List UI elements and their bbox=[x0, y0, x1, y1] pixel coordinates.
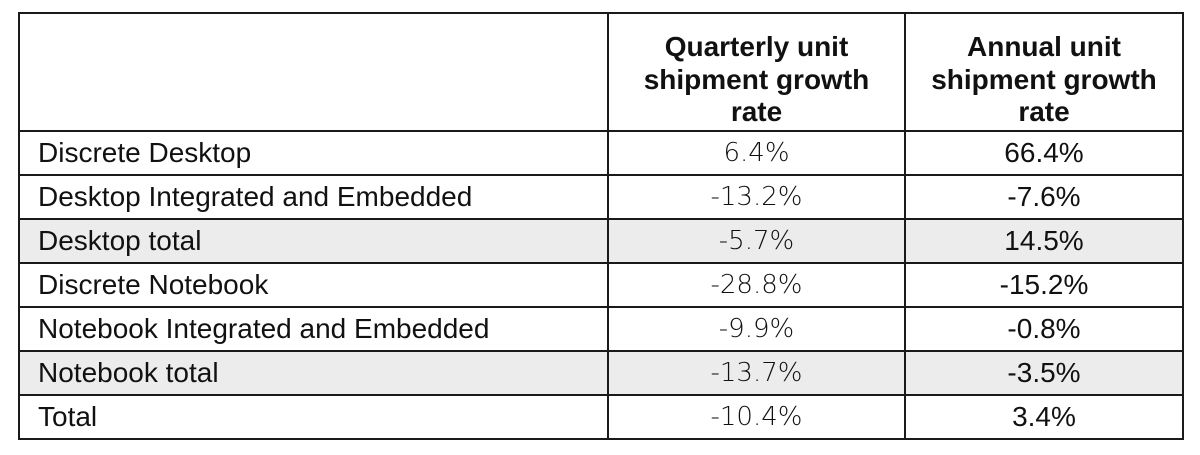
row-label: Desktop Integrated and Embedded bbox=[18, 174, 609, 220]
quarterly-value: -13.2% bbox=[607, 174, 906, 220]
annual-value: -0.8% bbox=[904, 306, 1184, 352]
row-label: Total bbox=[18, 394, 609, 440]
quarterly-value: -9.9% bbox=[607, 306, 906, 352]
annual-value: 3.4% bbox=[904, 394, 1184, 440]
quarterly-value: -13.7% bbox=[607, 350, 906, 396]
annual-value: -7.6% bbox=[904, 174, 1184, 220]
growth-rate-table: Quarterly unit shipment growth rate Annu… bbox=[18, 12, 1184, 440]
row-label: Desktop total bbox=[18, 218, 609, 264]
annual-value: -15.2% bbox=[904, 262, 1184, 308]
table-row: Discrete Notebook -28.8% -15.2% bbox=[18, 262, 1184, 308]
header-quarterly: Quarterly unit shipment growth rate bbox=[607, 12, 906, 132]
quarterly-value: 6.4% bbox=[607, 130, 906, 176]
table-row: Desktop Integrated and Embedded -13.2% -… bbox=[18, 174, 1184, 220]
quarterly-value: -5.7% bbox=[607, 218, 906, 264]
row-label: Notebook total bbox=[18, 350, 609, 396]
header-row: Quarterly unit shipment growth rate Annu… bbox=[18, 12, 1184, 132]
row-label: Discrete Notebook bbox=[18, 262, 609, 308]
annual-value: 66.4% bbox=[904, 130, 1184, 176]
row-label: Discrete Desktop bbox=[18, 130, 609, 176]
row-label: Notebook Integrated and Embedded bbox=[18, 306, 609, 352]
table-row: Notebook total -13.7% -3.5% bbox=[18, 350, 1184, 396]
quarterly-value: -10.4% bbox=[607, 394, 906, 440]
table-body: Discrete Desktop 6.4% 66.4% Desktop Inte… bbox=[18, 130, 1184, 440]
header-annual: Annual unit shipment growth rate bbox=[904, 12, 1184, 132]
annual-value: -3.5% bbox=[904, 350, 1184, 396]
table-row: Notebook Integrated and Embedded -9.9% -… bbox=[18, 306, 1184, 352]
table-row: Discrete Desktop 6.4% 66.4% bbox=[18, 130, 1184, 176]
table-row: Total -10.4% 3.4% bbox=[18, 394, 1184, 440]
table-row: Desktop total -5.7% 14.5% bbox=[18, 218, 1184, 264]
annual-value: 14.5% bbox=[904, 218, 1184, 264]
quarterly-value: -28.8% bbox=[607, 262, 906, 308]
header-corner-cell bbox=[18, 12, 609, 132]
